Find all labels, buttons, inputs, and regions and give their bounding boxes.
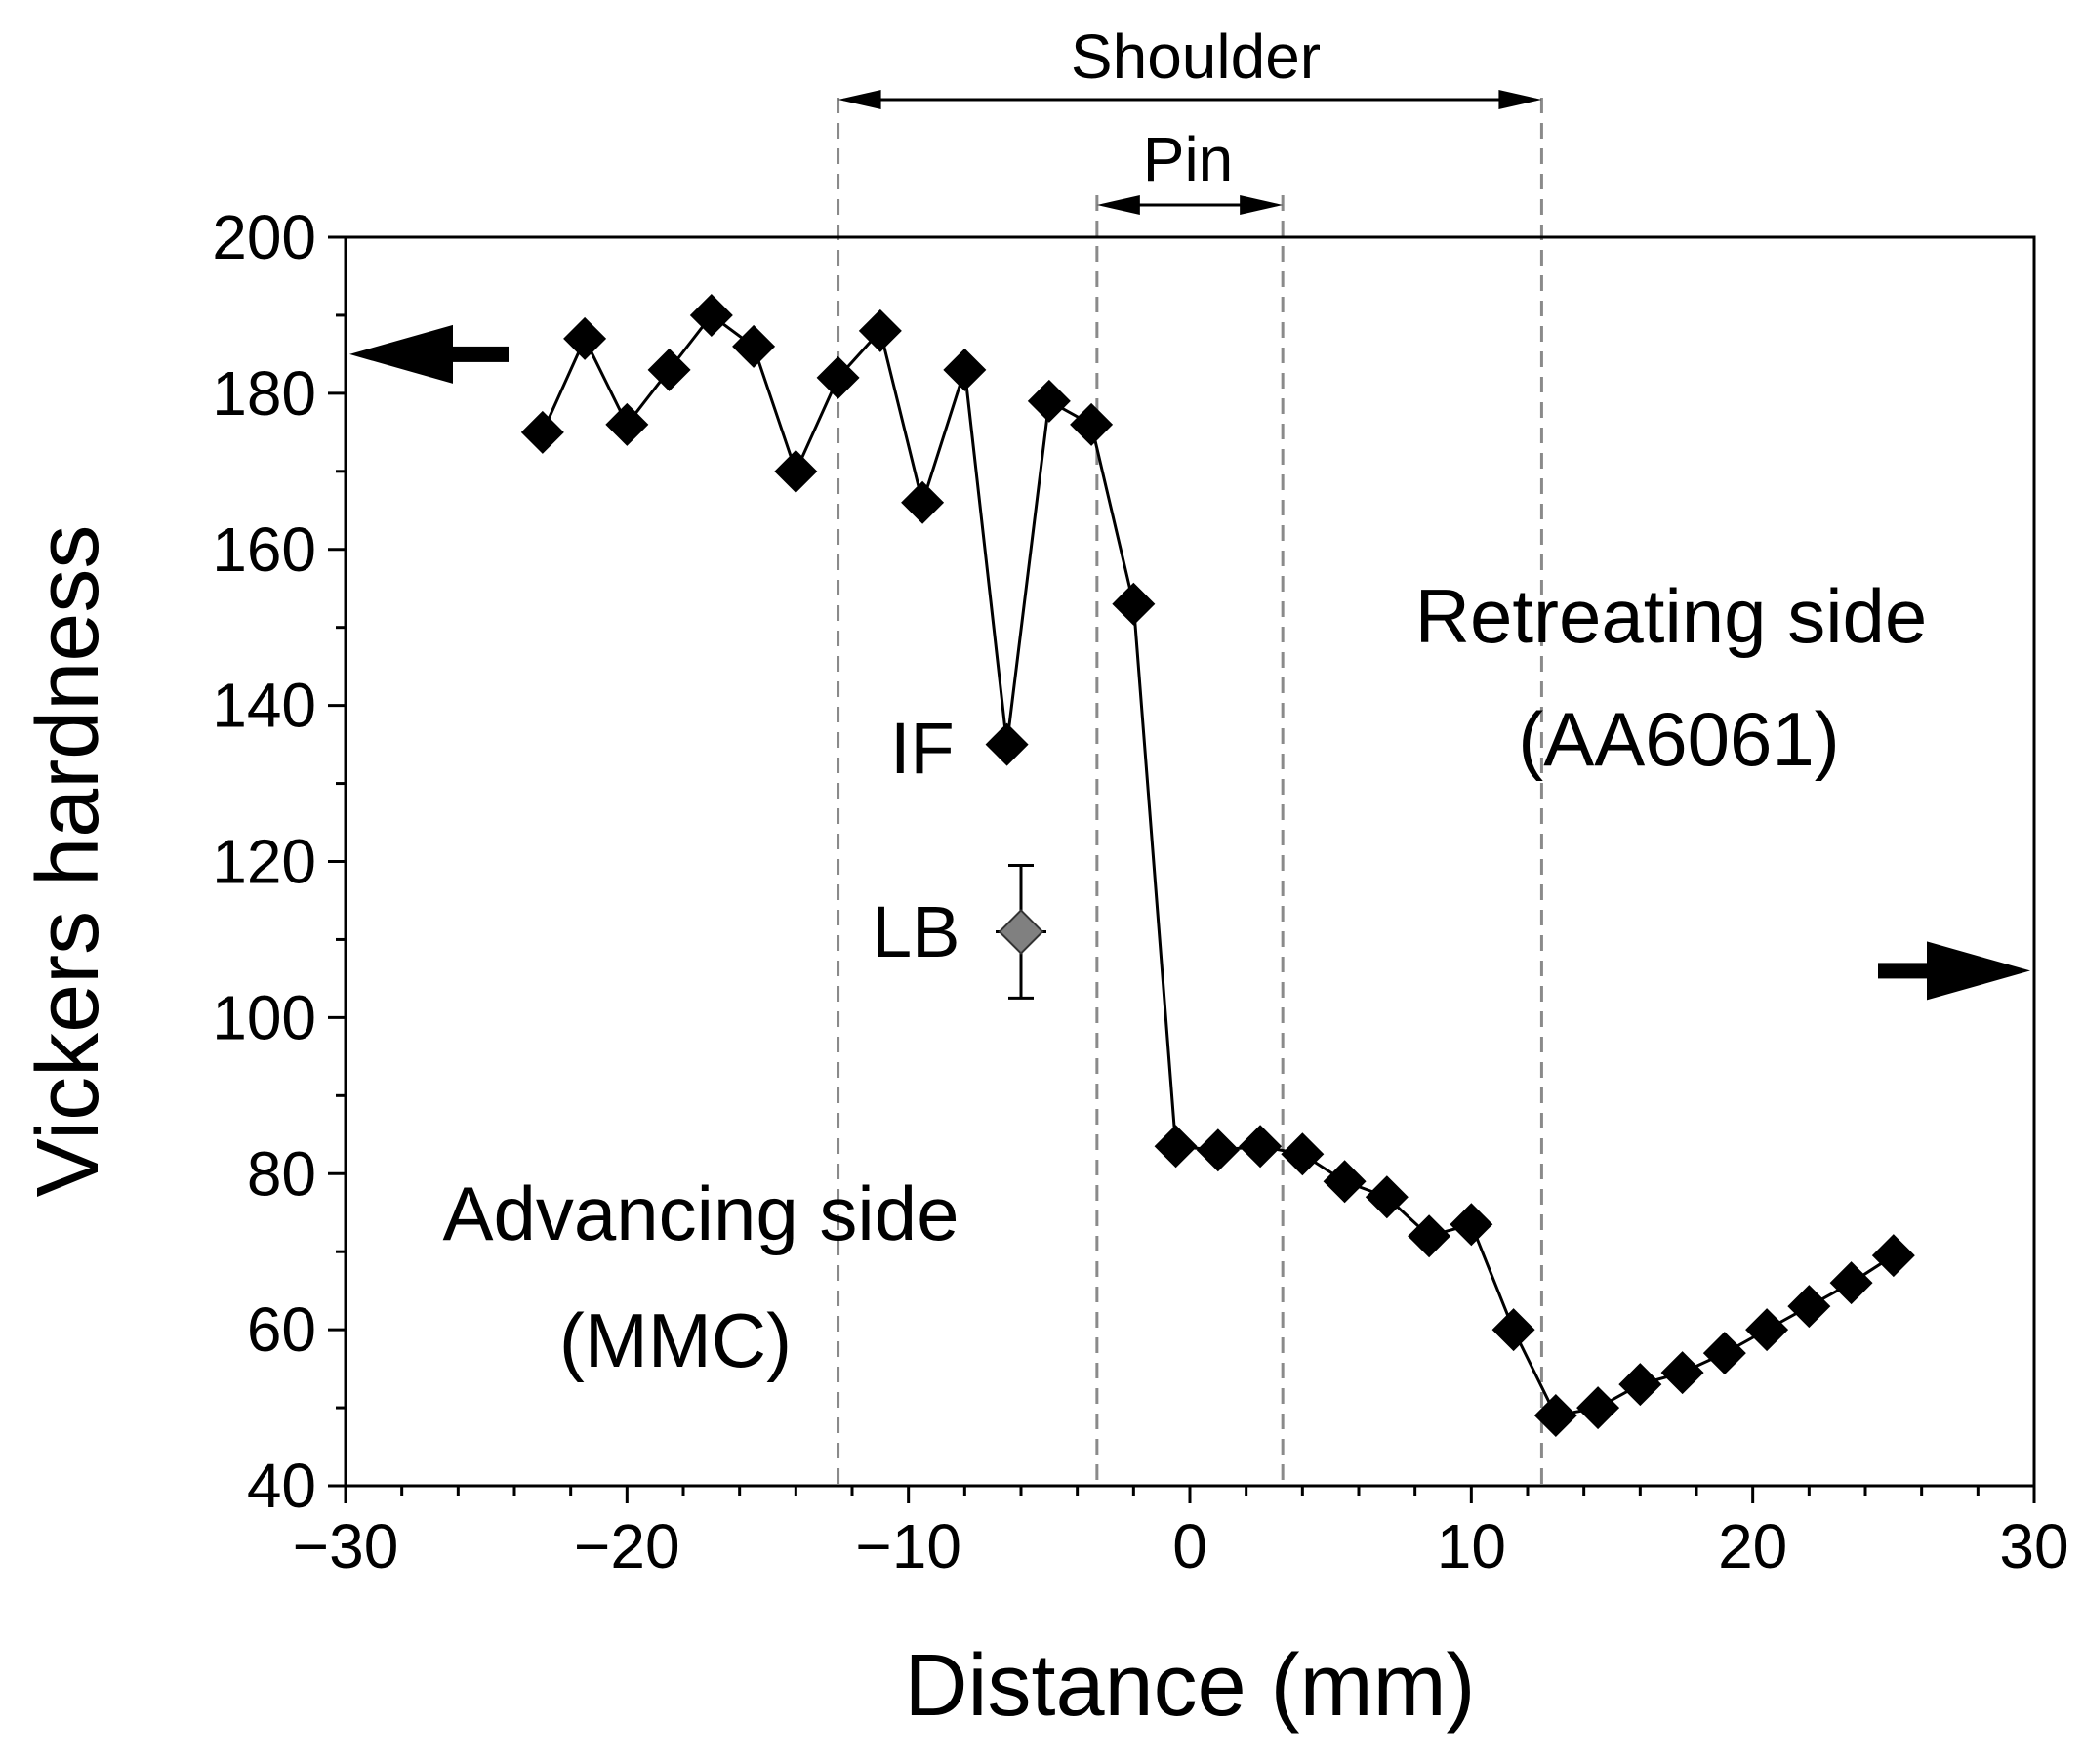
x-tick-label: 0	[1172, 1511, 1207, 1581]
lb-label: LB	[872, 891, 960, 972]
data-point	[1281, 1132, 1325, 1176]
data-point	[732, 324, 776, 368]
data-point	[520, 410, 564, 454]
shoulder-label: Shoulder	[1071, 21, 1321, 92]
data-point	[1491, 1308, 1535, 1352]
data-point	[1154, 1125, 1198, 1169]
advancing-side-label: Advancing side	[442, 1170, 959, 1256]
pin-label: Pin	[1143, 124, 1234, 194]
left-arrow-head	[349, 324, 453, 384]
data-point	[901, 480, 945, 524]
data-point	[943, 348, 987, 391]
data-point	[1871, 1234, 1915, 1278]
advancing-material-label: (MMC)	[559, 1297, 792, 1383]
retreating-side-label: Retreating side	[1415, 573, 1928, 659]
data-point	[1323, 1160, 1367, 1204]
pin-arrow-left-head	[1096, 195, 1140, 215]
y-tick-label: 100	[212, 982, 316, 1052]
data-point	[1829, 1261, 1873, 1305]
y-tick-label: 40	[247, 1451, 316, 1521]
data-point	[1660, 1351, 1704, 1395]
base-metal-arrows	[349, 324, 2030, 1001]
data-point	[1450, 1203, 1493, 1247]
y-tick-label: 180	[212, 358, 316, 429]
data-point	[858, 308, 902, 352]
data-point	[647, 348, 691, 391]
data-point	[1112, 582, 1156, 626]
x-tick-label: 30	[1999, 1511, 2068, 1581]
x-tick-label: 20	[1718, 1511, 1787, 1581]
data-point	[1618, 1363, 1662, 1407]
right-arrow-head	[1927, 941, 2030, 1001]
data-point	[1196, 1128, 1240, 1172]
y-tick-label: 160	[212, 514, 316, 585]
data-point	[1239, 1125, 1283, 1169]
shoulder-arrow-left-head	[837, 90, 881, 109]
data-point	[1787, 1285, 1831, 1329]
pin-arrow-right-head	[1240, 195, 1284, 215]
data-point	[1745, 1308, 1789, 1352]
y-tick-label: 120	[212, 827, 316, 897]
data-point	[605, 402, 649, 446]
left-arrow-shaft	[448, 346, 509, 362]
lb-data-point	[998, 909, 1044, 955]
retreating-material-label: (AA6061)	[1518, 696, 1840, 782]
y-tick-label: 60	[247, 1294, 316, 1365]
right-arrow-shaft	[1878, 963, 1939, 979]
x-tick-label: −30	[293, 1511, 399, 1581]
x-axis-title: Distance (mm)	[904, 1637, 1475, 1735]
data-point	[1533, 1394, 1577, 1438]
x-tick-label: −10	[855, 1511, 961, 1581]
data-point	[774, 449, 818, 493]
data-point	[1365, 1175, 1409, 1219]
x-tick-label: −20	[574, 1511, 680, 1581]
data-point	[1070, 402, 1114, 446]
data-point	[1702, 1332, 1746, 1375]
data-point	[1408, 1214, 1451, 1258]
axis-ticks: −30 −20 −10 0 10 20 30 40 60 80 100 120 140 160 180 200	[212, 202, 2068, 1581]
data-series	[520, 293, 1915, 1438]
y-tick-label: 140	[212, 671, 316, 741]
data-point	[985, 722, 1029, 766]
shoulder-arrow-right-head	[1498, 90, 1542, 109]
if-label: IF	[890, 708, 955, 789]
data-point	[1576, 1386, 1620, 1430]
y-tick-label: 80	[247, 1138, 316, 1209]
y-tick-label: 200	[212, 202, 316, 272]
data-point	[689, 293, 733, 337]
x-tick-label: 10	[1437, 1511, 1506, 1581]
data-point	[563, 316, 607, 360]
data-point	[816, 355, 860, 399]
data-point	[1027, 379, 1071, 423]
y-axis-title: Vickers hardness	[20, 525, 117, 1198]
